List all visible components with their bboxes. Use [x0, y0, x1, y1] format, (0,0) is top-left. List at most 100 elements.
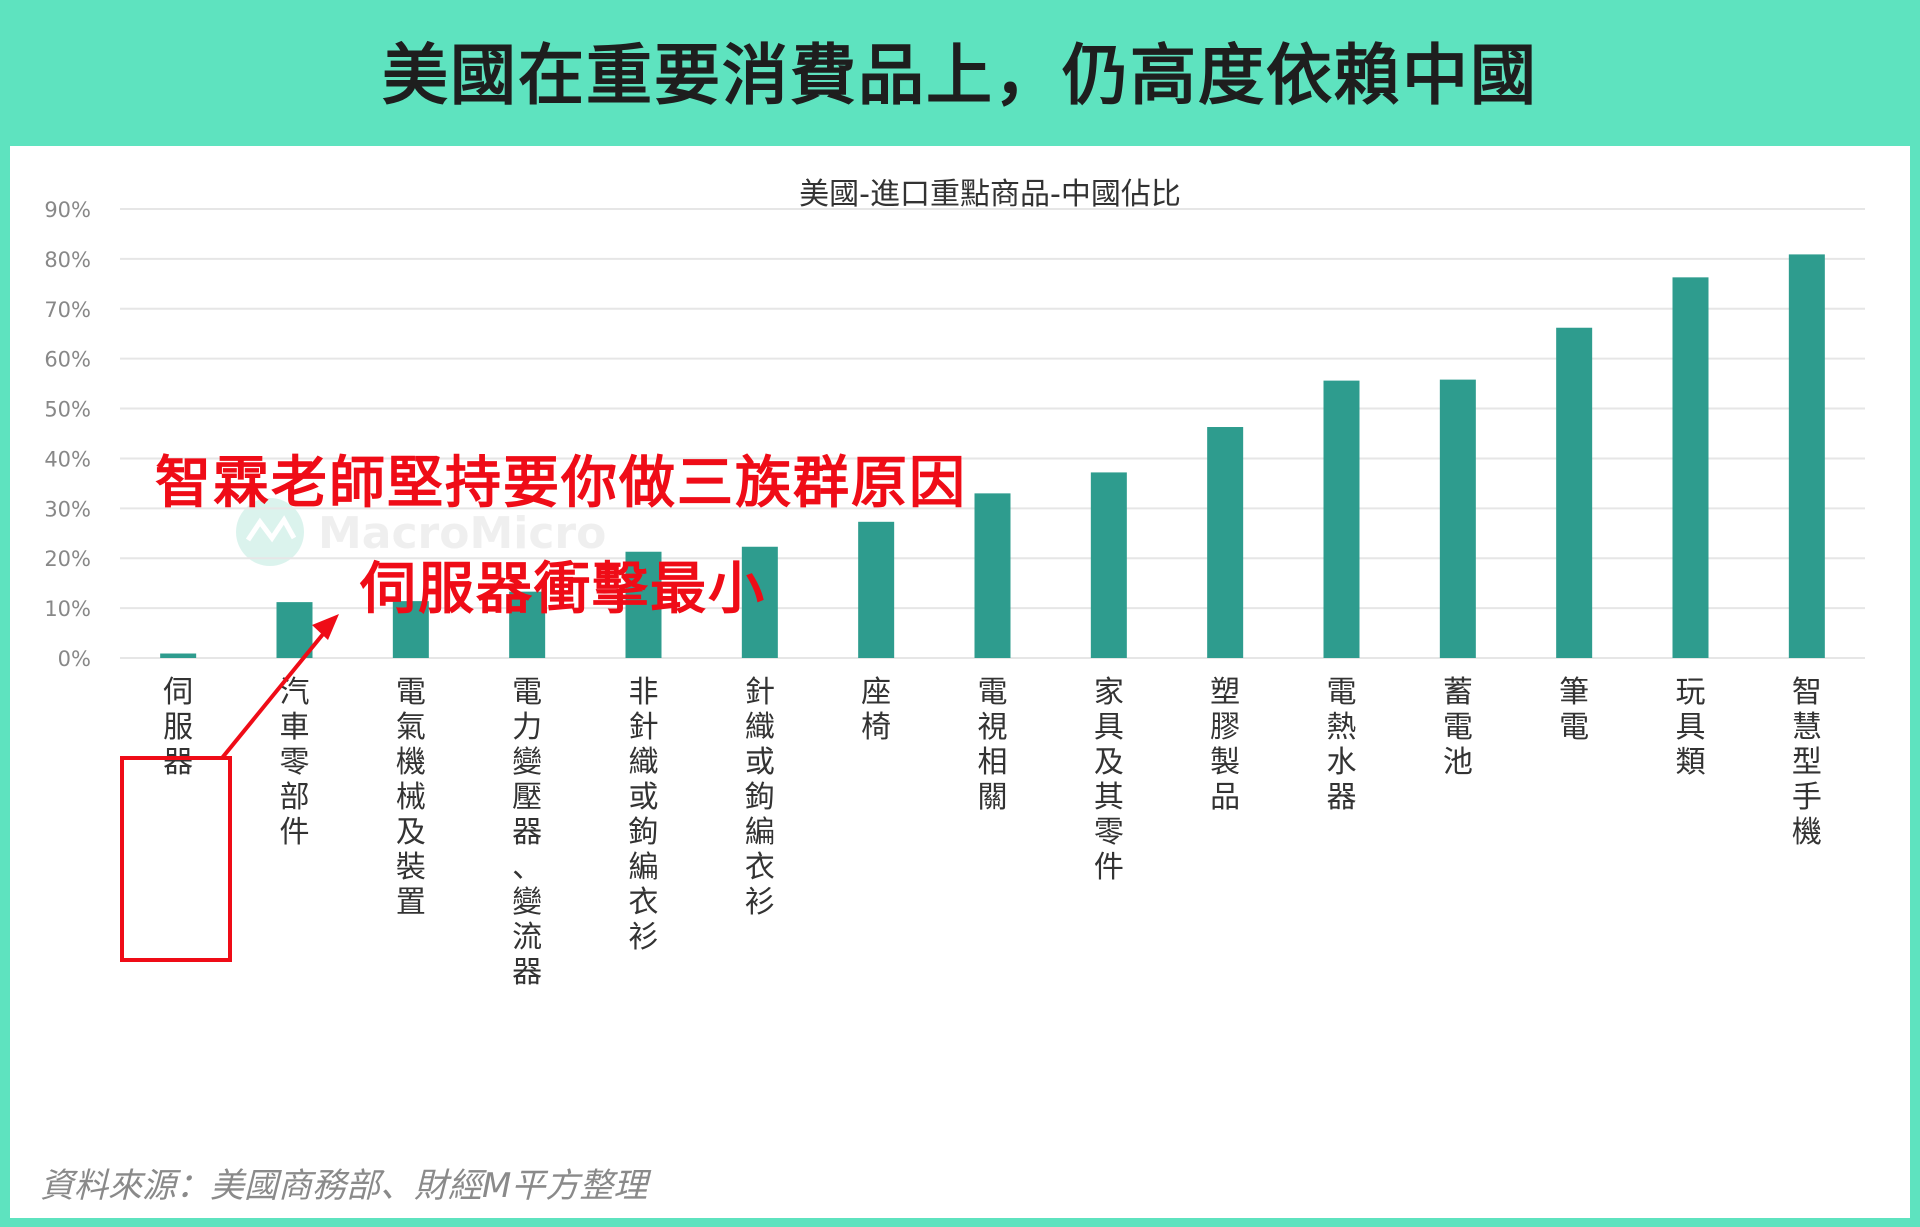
- x-tick-label-char: 智: [1792, 675, 1822, 710]
- x-tick-label-char: 、: [512, 850, 542, 885]
- x-tick-label-char: 器: [163, 745, 193, 780]
- y-tick-label: 20%: [44, 547, 91, 571]
- x-tick-label-char: 玩: [1676, 675, 1706, 710]
- bar: [974, 493, 1011, 658]
- x-tick-label-char: 座: [861, 675, 891, 710]
- x-tick-label-char: 池: [1443, 745, 1473, 780]
- bar: [1090, 472, 1127, 658]
- y-tick-label: 0%: [58, 647, 91, 671]
- x-tick-label-char: 織: [745, 710, 775, 745]
- bar: [1323, 380, 1360, 658]
- bar: [1439, 379, 1476, 658]
- x-tick-label-char: 衣: [629, 885, 659, 920]
- x-tick-label-char: 器: [512, 815, 542, 850]
- x-tick-label-char: 非: [629, 675, 659, 710]
- x-tick-label-char: 慧: [1792, 710, 1822, 745]
- x-tick-label-char: 電: [978, 675, 1008, 710]
- x-tick-label-char: 手: [1792, 780, 1822, 815]
- x-tick-label-char: 電: [1443, 710, 1473, 745]
- x-tick-label-char: 置: [396, 885, 426, 920]
- x-tick-label-char: 蓄: [1443, 675, 1473, 710]
- source-note: 資料來源：美國商務部、財經M平方整理: [40, 1166, 648, 1206]
- bar: [392, 601, 429, 658]
- x-tick-label-char: 器: [1327, 780, 1357, 815]
- y-tick-label: 80%: [44, 248, 91, 272]
- x-tick-label-char: 或: [745, 745, 775, 780]
- x-tick-label-char: 及: [1094, 745, 1124, 780]
- y-tick-label: 50%: [44, 398, 91, 422]
- x-tick-label-char: 氣: [396, 710, 426, 745]
- highlight-box: [120, 756, 232, 962]
- x-tick-label-char: 編: [745, 815, 775, 850]
- x-tick-label-char: 器: [512, 955, 542, 990]
- bar: [276, 602, 313, 658]
- x-tick-label-char: 裝: [396, 850, 426, 885]
- chart-panel: 美國-進口重點商品-中國佔比 MacroMicro 0% 10% 20% 30% 40%…: [10, 146, 1910, 1218]
- x-tick-label-char: 具: [1676, 710, 1706, 745]
- y-tick-label: 30%: [44, 497, 91, 521]
- x-tick-label-char: 或: [629, 780, 659, 815]
- y-tick-label: 70%: [44, 298, 91, 322]
- x-tick-label-char: 型: [1792, 745, 1822, 780]
- bar-chart: 美國-進口重點商品-中國佔比 MacroMicro 0% 10% 20% 30% 40%…: [44, 177, 1865, 990]
- x-tick-label-char: 壓: [512, 780, 542, 815]
- x-tick-label-char: 膠: [1210, 710, 1240, 745]
- annotation-line-1: 智霖老師堅持要你做三族群原因: [155, 451, 967, 516]
- bar: [1788, 254, 1825, 658]
- x-tick-label-char: 件: [1094, 850, 1124, 885]
- bar: [1556, 327, 1593, 658]
- x-tick-label-char: 針: [629, 710, 659, 745]
- x-tick-label-char: 鉤: [745, 780, 775, 815]
- x-tick-label-char: 械: [396, 780, 426, 815]
- annotation-arrow-head: [312, 614, 339, 640]
- x-tick-label-char: 電: [512, 675, 542, 710]
- x-tick-label-char: 變: [512, 885, 542, 920]
- y-tick-label: 90%: [44, 198, 91, 222]
- x-tick-label-char: 零: [280, 745, 310, 780]
- bar: [741, 546, 778, 658]
- bar: [1207, 427, 1244, 658]
- x-tick-label-char: 衫: [745, 885, 775, 920]
- x-tick-label-char: 相: [978, 745, 1008, 780]
- x-tick-label-char: 變: [512, 745, 542, 780]
- x-tick-label-char: 車: [280, 710, 310, 745]
- bar: [509, 591, 546, 658]
- chart-title: 美國-進口重點商品-中國佔比: [799, 177, 1181, 212]
- x-tick-label-char: 熱: [1327, 710, 1357, 745]
- x-tick-label-char: 部: [280, 780, 310, 815]
- bar: [625, 551, 662, 658]
- x-tick-label-char: 電: [1327, 675, 1357, 710]
- highlight-annotation: [120, 614, 339, 962]
- y-tick-label: 40%: [44, 447, 91, 471]
- x-tick-label-char: 流: [512, 920, 542, 955]
- y-tick-label: 60%: [44, 348, 91, 372]
- x-tick-label-char: 具: [1094, 710, 1124, 745]
- x-tick-label-char: 衫: [629, 920, 659, 955]
- bar: [160, 653, 197, 658]
- x-tick-label-char: 鉤: [629, 815, 659, 850]
- x-tick-label-char: 零: [1094, 815, 1124, 850]
- x-tick-label-char: 視: [978, 710, 1008, 745]
- x-tick-label-char: 家: [1094, 675, 1124, 710]
- x-tick-label-char: 機: [396, 745, 426, 780]
- annotation-line-2: 伺服器衝擊最小: [360, 557, 766, 622]
- x-tick-label-char: 件: [280, 815, 310, 850]
- x-tick-label-char: 塑: [1210, 675, 1240, 710]
- x-tick-label-char: 力: [512, 710, 542, 745]
- x-tick-label-char: 電: [396, 675, 426, 710]
- x-tick-label-char: 織: [629, 745, 659, 780]
- x-tick-label-char: 編: [629, 850, 659, 885]
- watermark: MacroMicro: [236, 498, 606, 566]
- banner-title: 美國在重要消費品上，仍高度依賴中國: [382, 37, 1538, 114]
- x-tick-label-char: 關: [978, 780, 1008, 815]
- x-tick-label-char: 及: [396, 815, 426, 850]
- x-tick-label-char: 針: [745, 675, 775, 710]
- bar: [1672, 277, 1709, 658]
- x-tick-label-char: 機: [1792, 815, 1822, 850]
- x-tick-label-char: 其: [1094, 780, 1124, 815]
- x-tick-label-char: 品: [1210, 780, 1240, 815]
- x-tick-label-char: 類: [1676, 745, 1706, 780]
- y-tick-label: 10%: [44, 597, 91, 621]
- x-tick-label-char: 伺: [163, 675, 193, 710]
- x-tick-label-char: 製: [1210, 745, 1240, 780]
